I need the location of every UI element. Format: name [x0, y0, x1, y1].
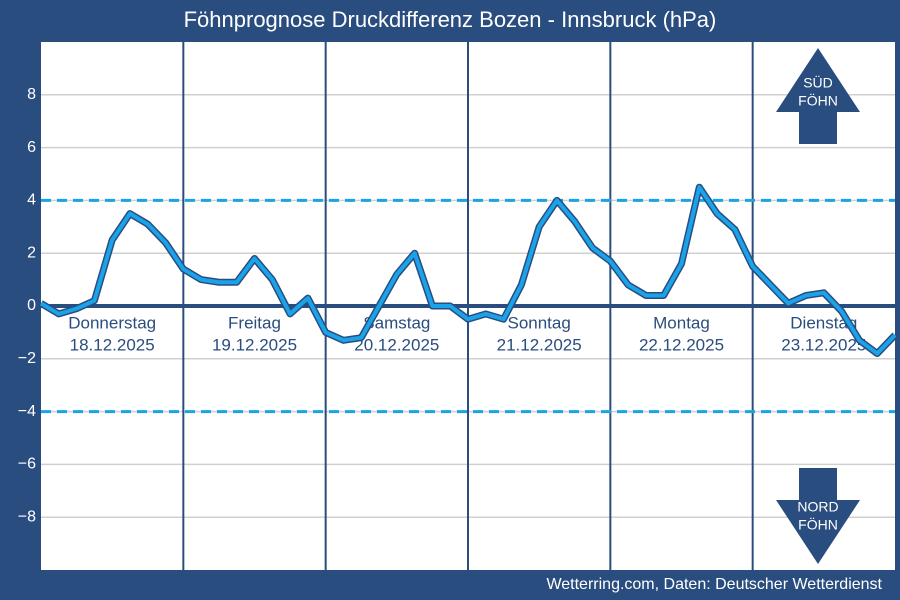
- y-tick-label: −8: [18, 508, 36, 525]
- y-tick-label: 6: [27, 139, 36, 156]
- y-tick-label: 4: [27, 192, 36, 209]
- chart-title: Föhnprognose Druckdifferenz Bozen - Inns…: [184, 7, 717, 32]
- y-tick-label: 2: [27, 244, 36, 261]
- day-name: Samstag: [363, 313, 430, 332]
- day-name: Montag: [653, 313, 710, 332]
- day-name: Dienstag: [790, 313, 857, 332]
- day-date: 19.12.2025: [212, 335, 297, 354]
- y-tick-label: 0: [27, 297, 36, 314]
- day-date: 23.12.2025: [781, 335, 866, 354]
- y-tick-label: 8: [27, 86, 36, 103]
- arrow-label: FÖHN: [798, 516, 838, 533]
- day-date: 21.12.2025: [497, 335, 582, 354]
- y-tick-label: −2: [18, 350, 36, 367]
- y-tick-label: −4: [18, 403, 36, 420]
- arrow-label: SÜD: [803, 74, 833, 91]
- day-date: 22.12.2025: [639, 335, 724, 354]
- arrow-label: NORD: [797, 499, 838, 515]
- day-date: 20.12.2025: [354, 335, 439, 354]
- day-name: Freitag: [228, 313, 281, 332]
- day-name: Sonntag: [507, 313, 570, 332]
- arrow-label: FÖHN: [798, 92, 838, 109]
- day-name: Donnerstag: [68, 313, 156, 332]
- line: [39, 185, 897, 356]
- y-tick-label: −6: [18, 456, 36, 473]
- day-date: 18.12.2025: [70, 335, 155, 354]
- source: Wetterring.com, Daten: Deutscher Wetterd…: [546, 576, 882, 593]
- arrow-down: [776, 468, 860, 564]
- arrow-up: [776, 48, 860, 144]
